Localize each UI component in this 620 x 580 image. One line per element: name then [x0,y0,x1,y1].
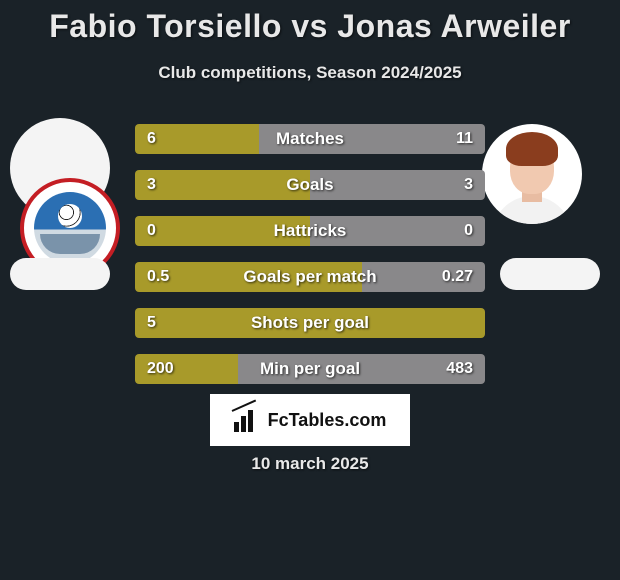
brand-text: FcTables.com [268,410,387,431]
stat-bar-player2 [310,170,485,200]
player2-avatar [482,124,582,224]
stat-value-player1: 200 [147,354,174,384]
stat-bar-player2 [310,216,485,246]
date-text: 10 march 2025 [0,454,620,474]
stat-row: Min per goal200483 [135,354,485,384]
stat-bar-player1 [135,216,310,246]
stat-value-player2: 3 [464,170,473,200]
stats-chart: Matches611Goals33Hattricks00Goals per ma… [135,124,485,400]
stat-bar-player1 [135,170,310,200]
stat-row: Goals33 [135,170,485,200]
stat-row: Goals per match0.50.27 [135,262,485,292]
stat-value-player2: 11 [456,124,473,154]
stat-bar-player2 [259,124,485,154]
bar-chart-icon [234,408,262,432]
stat-value-player1: 6 [147,124,156,154]
stat-value-player1: 0 [147,216,156,246]
brand-logo: FcTables.com [210,394,410,446]
stat-bar-player1 [135,308,485,338]
page-title: Fabio Torsiello vs Jonas Arweiler [0,8,620,45]
stat-value-player1: 3 [147,170,156,200]
comparison-card: Fabio Torsiello vs Jonas Arweiler Club c… [0,0,620,580]
stat-value-player1: 0.5 [147,262,169,292]
stat-value-player2: 483 [446,354,473,384]
stat-value-player2: 0.27 [442,262,473,292]
stat-value-player1: 5 [147,308,156,338]
subtitle: Club competitions, Season 2024/2025 [0,63,620,83]
stat-value-player2: 0 [464,216,473,246]
player2-team-pill [500,258,600,290]
player1-team-pill [10,258,110,290]
stat-row: Matches611 [135,124,485,154]
stat-row: Shots per goal5 [135,308,485,338]
stat-row: Hattricks00 [135,216,485,246]
